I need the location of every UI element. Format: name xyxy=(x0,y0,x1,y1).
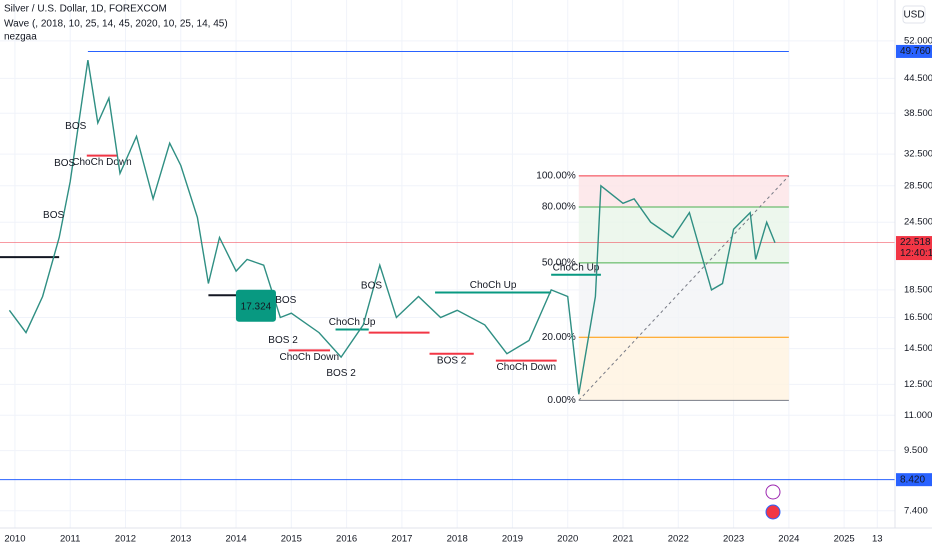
countdown: 12:40:19 xyxy=(900,248,932,259)
x-tick-label: 2024 xyxy=(778,534,799,545)
x-tick-label: 2013 xyxy=(170,534,191,545)
fib-zone xyxy=(578,262,789,338)
x-tick-label: 2014 xyxy=(225,534,246,545)
structure-label: ChoCh Up xyxy=(470,280,517,291)
structure-label: ChoCh Down xyxy=(72,157,131,168)
structure-label: ChoCh Down xyxy=(280,352,339,363)
price-badge xyxy=(235,289,276,322)
structure-label: ChoCh Up xyxy=(329,317,376,328)
y-tick-label: 12.500 xyxy=(904,379,932,390)
structure-label: BOS 2 xyxy=(268,335,298,346)
price-tag-label: 49.760 xyxy=(900,46,931,57)
y-tick-label: 24.500 xyxy=(904,217,932,228)
price-tag xyxy=(896,44,932,58)
y-tick-label: 32.500 xyxy=(904,149,932,160)
fib-zone xyxy=(578,337,789,401)
x-tick-label: 2025 xyxy=(834,534,855,545)
structure-label: ChoCh Up xyxy=(553,262,600,273)
indicator-title: Wave (, 2018, 10, 25, 14, 45, 2020, 10, … xyxy=(4,19,228,30)
structure-label: BOS xyxy=(43,210,64,221)
fib-zone xyxy=(578,206,789,263)
fib-label: 0.00% xyxy=(547,395,575,406)
x-tick-label: 2018 xyxy=(447,534,468,545)
fib-zone xyxy=(578,175,789,207)
y-tick-label: 16.500 xyxy=(904,312,932,323)
y-tick-label: 7.400 xyxy=(904,505,928,516)
y-tick-label: 18.500 xyxy=(904,284,932,295)
y-tick-label: 9.500 xyxy=(904,445,928,456)
fib-label: 20.00% xyxy=(542,332,576,343)
x-tick-label: 2020 xyxy=(557,534,578,545)
y-tick-label: 44.500 xyxy=(904,73,932,84)
x-tick-label: 2021 xyxy=(612,534,633,545)
y-tick-label: 14.500 xyxy=(904,343,932,354)
y-tick-label: 38.500 xyxy=(904,108,932,119)
structure-label: BOS xyxy=(65,121,86,132)
x-tick-label: 2023 xyxy=(723,534,744,545)
price-tag xyxy=(896,236,932,261)
structure-label: BOS xyxy=(54,158,75,169)
price-badge-label: 17.324 xyxy=(241,301,272,312)
price-tag-label: 22.518 xyxy=(900,237,931,248)
indicator-title: nezgaa xyxy=(4,32,37,43)
y-tick-label: 28.500 xyxy=(904,180,932,191)
x-tick-label: 2019 xyxy=(502,534,523,545)
price-tag-label: 8.420 xyxy=(900,474,925,485)
y-tick-label: 52.000 xyxy=(904,35,932,46)
x-tick-label: 2015 xyxy=(281,534,302,545)
structure-label: BOS xyxy=(275,295,296,306)
event-icon[interactable] xyxy=(765,484,781,500)
x-tick-label: 2011 xyxy=(60,534,80,545)
price-line-series xyxy=(8,59,776,395)
x-tick-label: 13 xyxy=(872,534,883,545)
chart-title: Silver / U.S. Dollar, 1D, FOREXCOM xyxy=(4,4,167,15)
structure-label: BOS 2 xyxy=(437,355,467,366)
currency-button[interactable] xyxy=(902,5,926,24)
structure-label: ChoCh Down xyxy=(497,362,556,373)
x-tick-label: 2012 xyxy=(115,534,136,545)
fib-label: 80.00% xyxy=(542,202,576,213)
x-tick-label: 2016 xyxy=(336,534,357,545)
fib-label: 100.00% xyxy=(536,170,576,181)
price-tag xyxy=(896,473,932,487)
y-tick-label: 11.000 xyxy=(904,410,932,421)
currency[interactable]: USD xyxy=(903,10,924,21)
x-tick-label: 2017 xyxy=(391,534,412,545)
plot-area: 100.00% 80.00% 50.00% 20.00% 0.00% ChoCh Down… xyxy=(0,0,895,528)
structure-label: BOS xyxy=(361,281,382,292)
x-tick-label: 2022 xyxy=(668,534,689,545)
fib-label: 50.00% xyxy=(542,257,576,268)
x-tick-label: 2010 xyxy=(4,534,25,545)
structure-label: BOS 2 xyxy=(326,368,356,379)
event-icon[interactable] xyxy=(765,504,781,520)
